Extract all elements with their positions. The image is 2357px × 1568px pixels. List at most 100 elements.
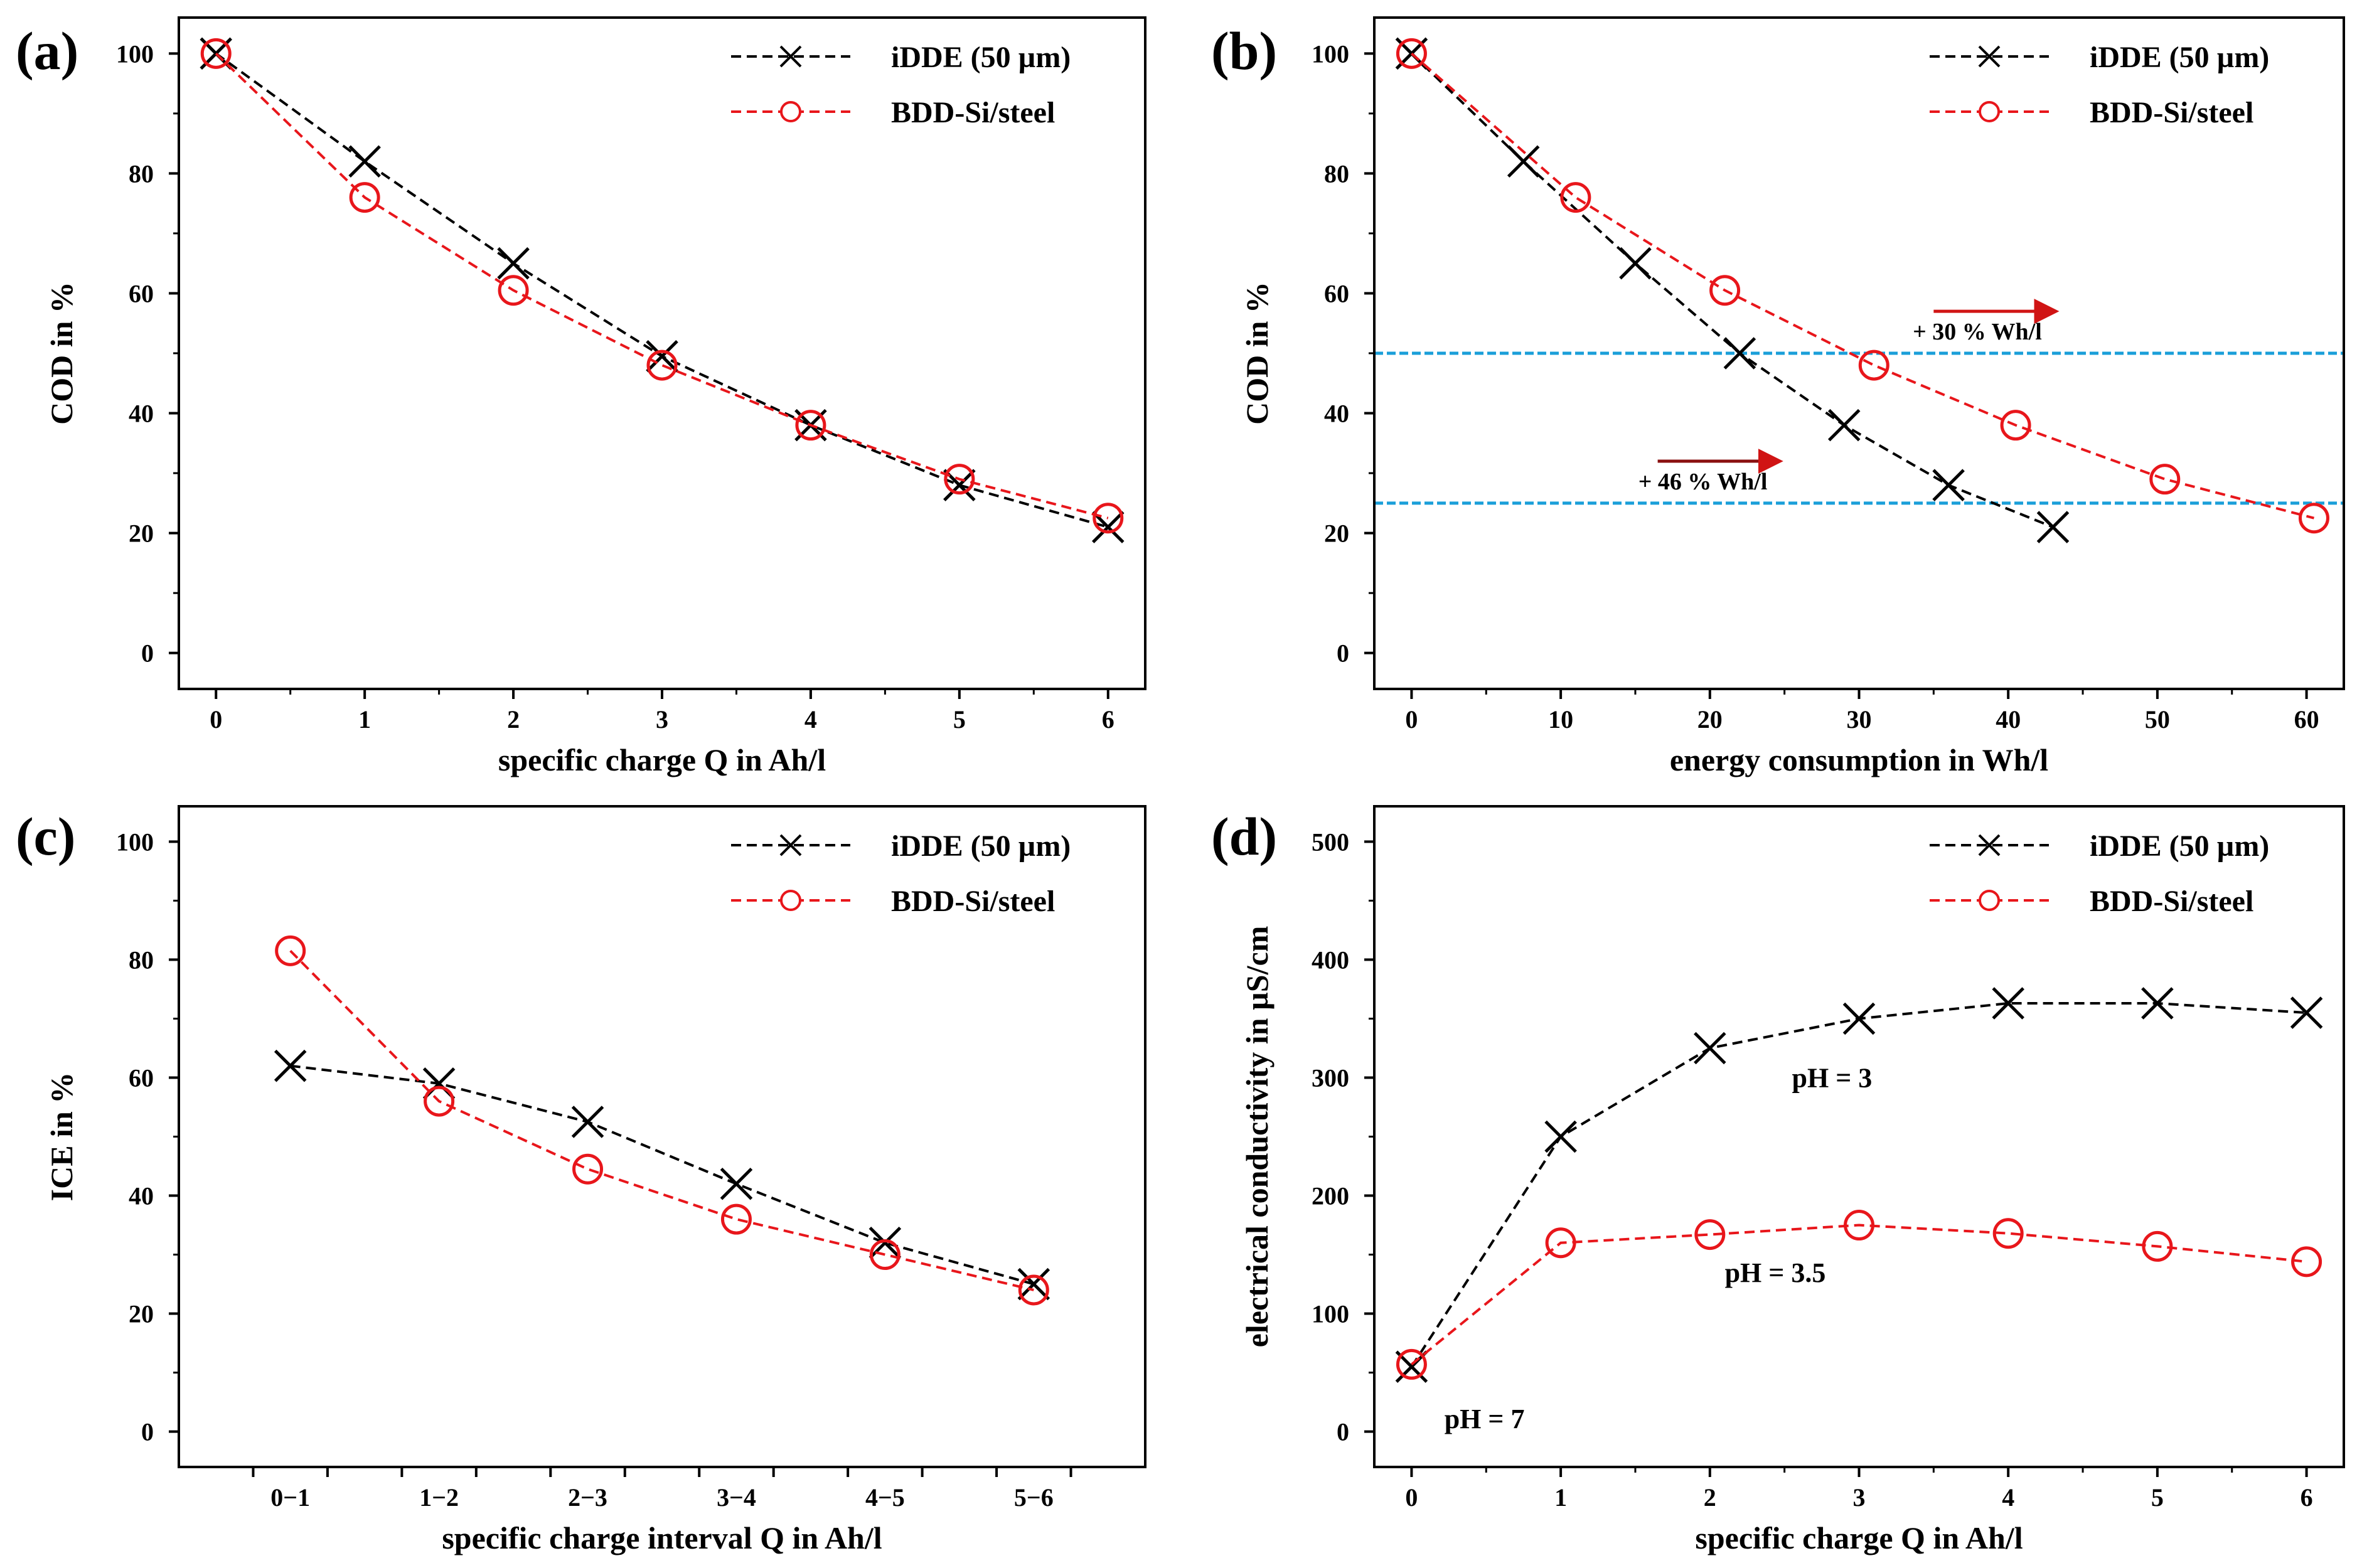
x-tick-label: 40 bbox=[1996, 705, 2021, 733]
data-point-idde-5 bbox=[1932, 469, 1965, 501]
legend-label: iDDE (50 µm) bbox=[891, 829, 1071, 863]
series-line-bdd bbox=[215, 52, 1109, 520]
y-tick-label: 40 bbox=[129, 1182, 154, 1210]
data-point-idde-3 bbox=[646, 340, 678, 373]
x-tick-label: 1 bbox=[358, 705, 371, 733]
data-point-idde-6 bbox=[2290, 996, 2323, 1029]
data-point-idde-5-stroke-2 bbox=[1932, 469, 1965, 501]
data-point-idde-4 bbox=[1992, 987, 2024, 1020]
data-point-idde-2-stroke-2 bbox=[1619, 247, 1652, 280]
data-point-bdd-2 bbox=[1709, 275, 1741, 306]
y-tick-label: 20 bbox=[1324, 520, 1349, 548]
data-point-idde-5-stroke-2 bbox=[943, 469, 976, 501]
series-line-idde bbox=[1411, 52, 2054, 528]
annotation-text: pH = 3 bbox=[1792, 1063, 1873, 1094]
y-tick-label: 80 bbox=[129, 159, 154, 188]
x-tick-label: 20 bbox=[1697, 705, 1723, 733]
data-point-bdd-2 bbox=[498, 275, 529, 306]
x-tick-label: 3 bbox=[1853, 1483, 1866, 1512]
data-point-bdd-4 bbox=[2000, 410, 2031, 441]
x-axis-title: energy consumption in Wh/l bbox=[1670, 742, 2048, 777]
y-tick-label: 20 bbox=[129, 520, 154, 548]
series-line-bdd bbox=[289, 949, 1034, 1291]
x-category-label: 0−1 bbox=[270, 1483, 310, 1512]
data-point-idde-1 bbox=[1507, 145, 1540, 178]
data-point-idde-2-stroke-2 bbox=[1694, 1032, 1726, 1065]
data-point-bdd-1 bbox=[1545, 1227, 1576, 1259]
series-line-idde bbox=[1410, 1002, 2307, 1368]
x-tick-label: 30 bbox=[1847, 705, 1872, 733]
data-point-idde-4-stroke-2 bbox=[1827, 408, 1861, 442]
data-point-bdd-3 bbox=[646, 349, 678, 381]
legend-marker-stroke-2 bbox=[1978, 45, 2001, 68]
y-tick-label: 400 bbox=[1312, 946, 1349, 974]
legend-label: BDD-Si/steel bbox=[891, 96, 1055, 129]
data-point-bdd-3 bbox=[720, 1203, 752, 1235]
data-point-bdd-4 bbox=[1992, 1218, 2024, 1249]
data-point-idde-1-stroke-2 bbox=[1544, 1120, 1577, 1153]
data-point-idde-5-stroke-2 bbox=[1017, 1267, 1050, 1301]
y-axis-title: COD in % bbox=[1239, 282, 1275, 425]
data-point-idde-3 bbox=[1842, 1002, 1876, 1035]
legend-marker bbox=[780, 890, 801, 911]
x-tick-label: 5 bbox=[2151, 1483, 2164, 1512]
annotation-text: + 46 % Wh/l bbox=[1638, 469, 1768, 495]
y-tick-label: 60 bbox=[129, 279, 154, 307]
data-point-bdd-5 bbox=[944, 464, 975, 495]
legend-marker-stroke-2 bbox=[779, 834, 802, 856]
data-point-idde-2 bbox=[1619, 247, 1652, 280]
data-point-idde-1-stroke-2 bbox=[348, 145, 381, 178]
y-axis-title: ICE in % bbox=[44, 1072, 79, 1202]
data-point-idde-5 bbox=[2141, 987, 2174, 1020]
x-category-label: 1−2 bbox=[419, 1483, 459, 1512]
y-axis-title: COD in % bbox=[44, 282, 79, 425]
x-tick-label: 6 bbox=[1102, 705, 1114, 733]
data-point-idde-3 bbox=[720, 1167, 753, 1200]
data-point-idde-4-stroke-2 bbox=[869, 1226, 902, 1259]
data-point-bdd-6 bbox=[2291, 1246, 2322, 1277]
legend-marker bbox=[1979, 890, 2000, 911]
data-point-idde-1-stroke-2 bbox=[1507, 145, 1540, 178]
y-tick-label: 100 bbox=[1312, 1300, 1349, 1328]
y-tick-label: 60 bbox=[1324, 279, 1349, 307]
legend-marker bbox=[1979, 101, 2000, 122]
data-point-bdd-1 bbox=[349, 182, 380, 213]
y-tick-label: 20 bbox=[129, 1300, 154, 1328]
y-tick-label: 500 bbox=[1312, 828, 1349, 856]
series-line-bdd bbox=[1411, 1224, 2307, 1365]
y-tick-label: 0 bbox=[1337, 1418, 1349, 1446]
data-point-idde-4 bbox=[1827, 408, 1861, 442]
legend-label: BDD-Si/steel bbox=[2090, 96, 2253, 129]
x-category-label: 3−4 bbox=[717, 1483, 756, 1512]
y-tick-label: 80 bbox=[129, 946, 154, 974]
legend-entry-idde: iDDE (50 µm) bbox=[731, 41, 1071, 74]
y-axis-title: electrical conductivity in µS/cm bbox=[1239, 926, 1275, 1348]
data-point-bdd-2 bbox=[572, 1153, 604, 1185]
y-tick-label: 0 bbox=[1337, 639, 1349, 668]
legend-label: BDD-Si/steel bbox=[2090, 885, 2253, 918]
data-point-bdd-6 bbox=[1093, 503, 1124, 534]
y-tick-label: 60 bbox=[129, 1064, 154, 1092]
legend-marker-stroke-2 bbox=[779, 45, 802, 68]
data-point-bdd-3 bbox=[1844, 1210, 1874, 1241]
annotation-text: pH = 7 bbox=[1445, 1404, 1525, 1434]
x-tick-label: 6 bbox=[2301, 1483, 2313, 1512]
data-point-idde-2 bbox=[1694, 1032, 1726, 1065]
legend-label: iDDE (50 µm) bbox=[891, 41, 1071, 74]
panel-label-d: (d) bbox=[1211, 806, 1277, 867]
data-point-bdd-5 bbox=[2142, 1230, 2173, 1262]
data-point-bdd-2 bbox=[1694, 1219, 1726, 1251]
data-point-bdd-3 bbox=[1858, 349, 1889, 381]
y-tick-label: 40 bbox=[1324, 400, 1349, 428]
y-tick-label: 100 bbox=[1312, 40, 1349, 68]
data-point-idde-2 bbox=[497, 247, 530, 280]
data-point-idde-4 bbox=[869, 1226, 902, 1259]
data-point-idde-3-stroke-2 bbox=[720, 1167, 753, 1200]
data-point-bdd-1 bbox=[1560, 182, 1591, 213]
legend-entry-bdd: BDD-Si/steel bbox=[1930, 96, 2253, 129]
data-point-bdd-5 bbox=[2149, 464, 2181, 495]
x-axis-title: specific charge interval Q in Ah/l bbox=[442, 1520, 882, 1555]
legend-label: iDDE (50 µm) bbox=[2090, 829, 2269, 863]
data-point-idde-6-stroke-2 bbox=[2290, 996, 2323, 1029]
